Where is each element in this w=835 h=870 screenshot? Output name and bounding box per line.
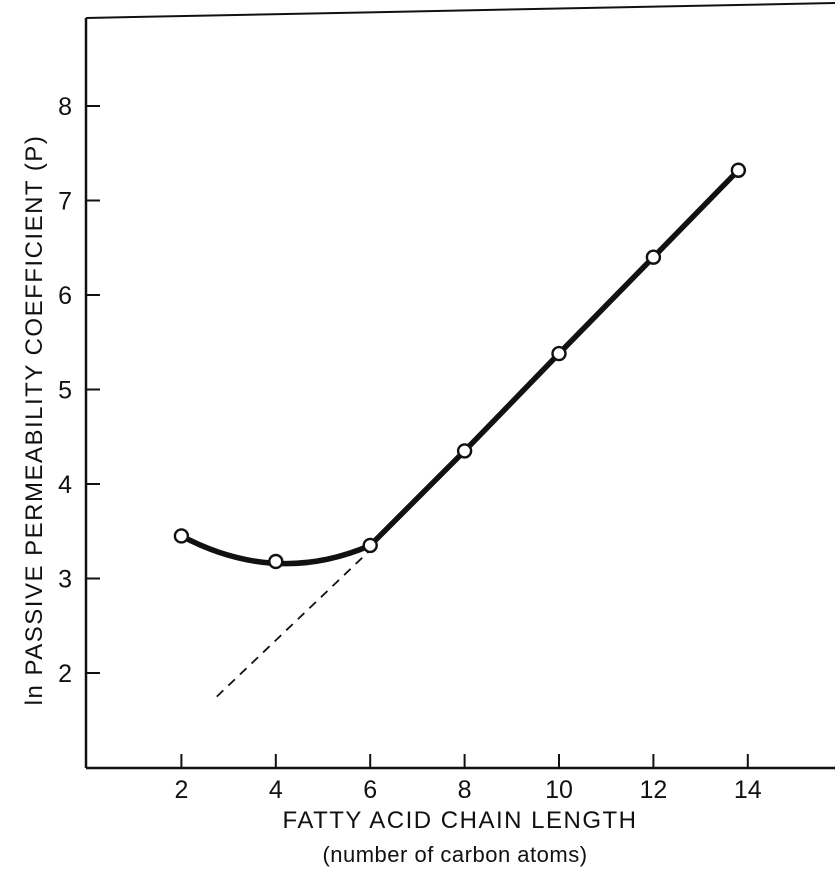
- data-point: [730, 162, 747, 178]
- data-point: [268, 553, 284, 570]
- y-tick-label: 2: [58, 660, 72, 688]
- y-tick-label: 3: [58, 566, 72, 594]
- x-tick-label: 4: [269, 776, 283, 804]
- y-tick-label: 7: [58, 188, 72, 216]
- data-point: [173, 528, 190, 544]
- x-tick-label: 12: [639, 776, 667, 804]
- y-tick-label: 8: [58, 93, 72, 121]
- x-tick-label: 6: [363, 776, 377, 804]
- data-point: [456, 443, 473, 459]
- x-axis-label: FATTY ACID CHAIN LENGTH: [283, 807, 638, 834]
- x-tick-label: 2: [174, 776, 188, 804]
- data-curves: [178, 167, 742, 698]
- x-axis-ticks: 2 4 6 8 10 12 14: [174, 754, 762, 804]
- data-point: [362, 537, 378, 554]
- y-axis-label: ln PASSIVE PERMEABILITY COEFFICIENT (P): [21, 135, 48, 706]
- extrapolation-line: [216, 549, 371, 698]
- y-tick-label: 5: [58, 377, 72, 405]
- x-tick-label: 14: [734, 776, 762, 804]
- y-axis-ticks: 2 3 4 5 6 7 8: [58, 93, 100, 688]
- series-line: [178, 167, 742, 567]
- x-axis-sublabel: (number of carbon atoms): [322, 842, 587, 867]
- y-tick-label: 6: [58, 282, 72, 310]
- y-tick-label: 4: [58, 471, 72, 499]
- data-points: [173, 162, 747, 570]
- top-frame-line: [85, 2, 835, 19]
- x-tick-label: 10: [545, 776, 573, 804]
- x-tick-label: 8: [458, 776, 472, 804]
- data-point: [551, 345, 567, 362]
- axes: [84, 2, 835, 770]
- data-point: [645, 249, 662, 265]
